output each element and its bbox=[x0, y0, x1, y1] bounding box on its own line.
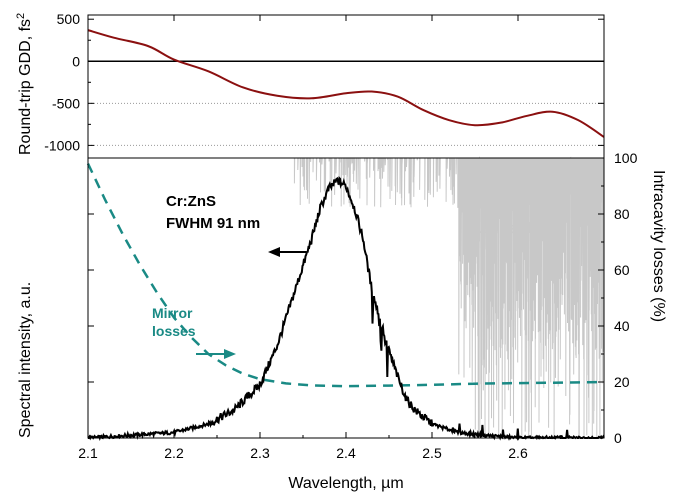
losses-tick-label: 60 bbox=[614, 262, 630, 278]
losses-axis-title: Intracavity losses (%) bbox=[650, 170, 667, 322]
spectrum-curve bbox=[87, 175, 605, 442]
annotation-fwhm: FWHM 91 nm bbox=[166, 215, 260, 232]
gdd-tick-label: 0 bbox=[72, 53, 80, 69]
arrow-to-right-axis bbox=[196, 349, 236, 359]
arrow-to-left-axis bbox=[268, 247, 306, 257]
losses-tick-label: 80 bbox=[614, 206, 630, 222]
wavelength-tick-label: 2.4 bbox=[336, 445, 356, 461]
annotation-atmosphere: Atmosphere bbox=[471, 220, 559, 237]
losses-tick-label: 40 bbox=[614, 318, 630, 334]
spectrum-panel: 0 20 40 60 80 100 2.1 2.2 2.3 2.4 2.5 2.6 bbox=[78, 150, 637, 461]
gdd-tick-label: 500 bbox=[57, 11, 81, 27]
annotation-losses: losses bbox=[152, 323, 196, 339]
annotation-mirror: Mirror bbox=[152, 305, 193, 321]
gdd-curve bbox=[87, 29, 605, 138]
annotation-crzns: Cr:ZnS bbox=[166, 193, 216, 210]
mirror-losses-curve bbox=[86, 163, 605, 388]
wavelength-tick-label: 2.2 bbox=[164, 445, 184, 461]
wavelength-tick-label: 2.1 bbox=[78, 445, 98, 461]
wavelength-axis-title: Wavelength, µm bbox=[288, 475, 403, 492]
gdd-axis-title-main: Round-trip GDD, fs bbox=[17, 19, 34, 155]
gdd-axis-title: Round-trip GDD, fs2 bbox=[15, 13, 34, 155]
losses-tick-label: 0 bbox=[614, 430, 622, 446]
wavelength-tick-label: 2.6 bbox=[508, 445, 528, 461]
gdd-frame bbox=[87, 14, 605, 159]
gdd-tick-label: -1000 bbox=[44, 137, 80, 153]
losses-tick-label: 20 bbox=[614, 374, 630, 390]
losses-tick-label: 100 bbox=[614, 150, 638, 166]
wavelength-tick-label: 2.5 bbox=[422, 445, 442, 461]
gdd-tick-label: -500 bbox=[52, 95, 80, 111]
gdd-panel: 500 0 -500 -1000 bbox=[44, 11, 605, 159]
gdd-axis-title-superscript: 2 bbox=[15, 13, 27, 19]
atmosphere-transmission-curve bbox=[293, 156, 605, 439]
wavelength-tick-label: 2.3 bbox=[250, 445, 270, 461]
spectral-intensity-axis-title: Spectral intensity, a.u. bbox=[17, 282, 34, 438]
